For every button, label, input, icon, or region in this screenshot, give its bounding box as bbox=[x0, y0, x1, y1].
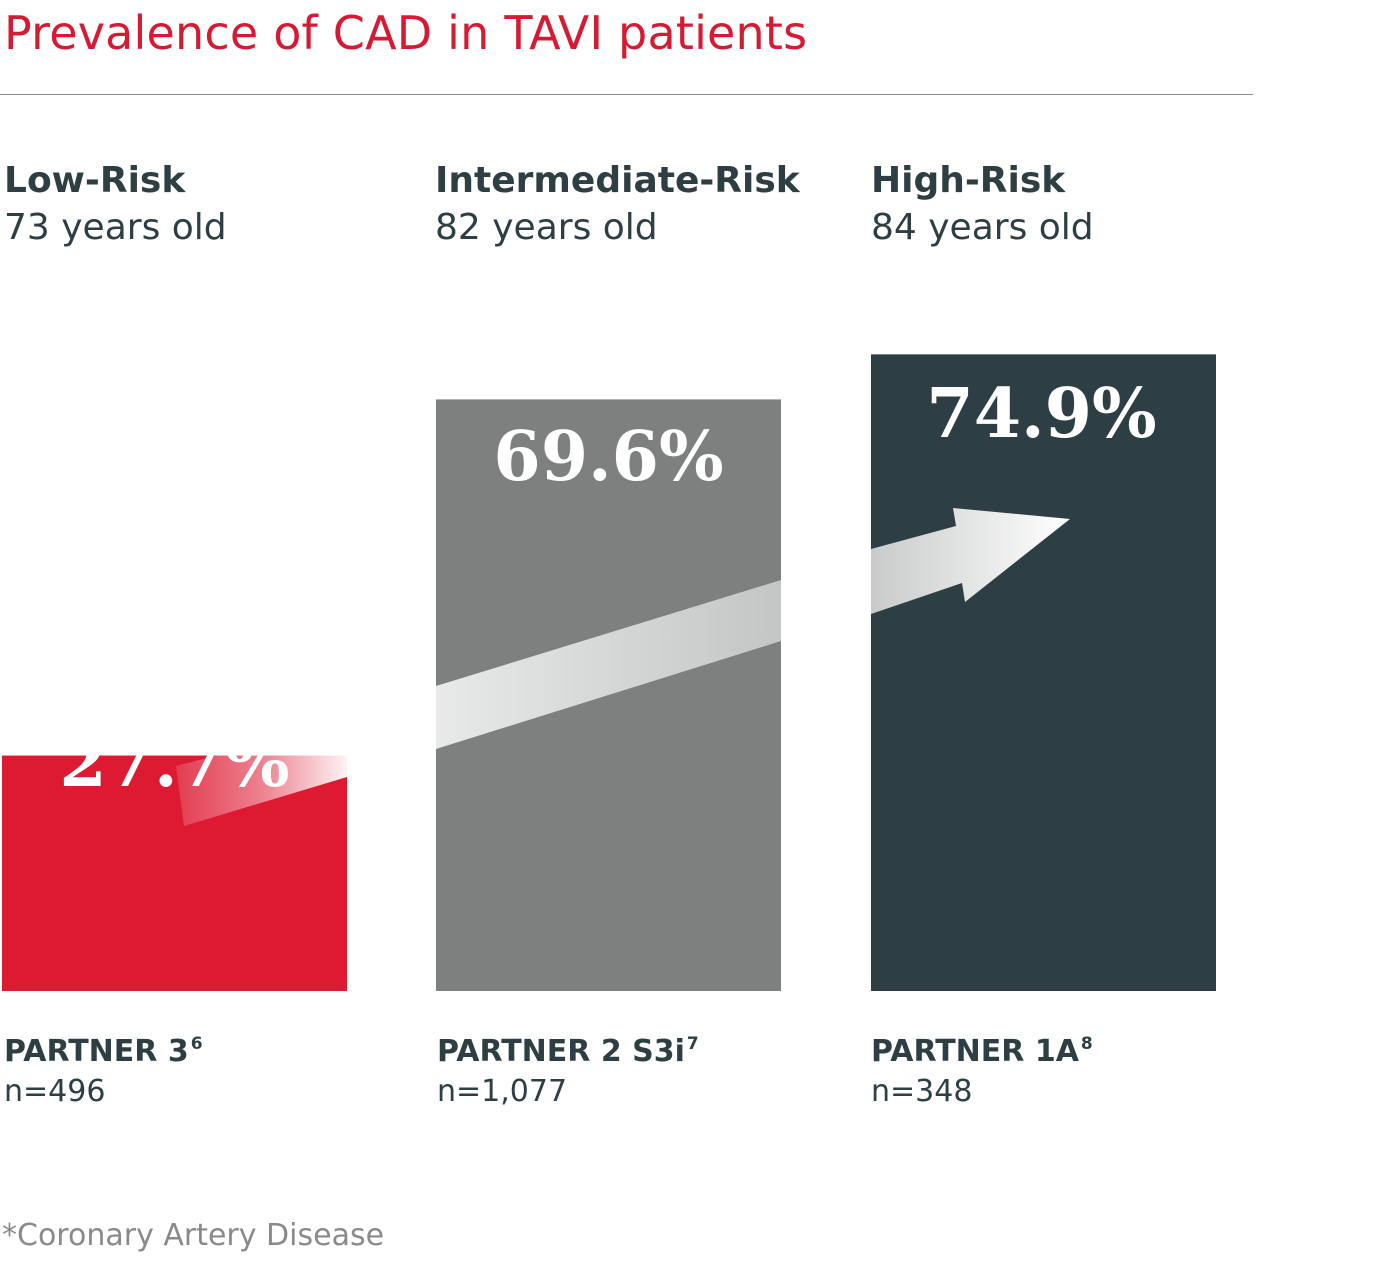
age-label: 84 years old bbox=[871, 207, 1094, 248]
value-label: 27.7% bbox=[59, 723, 289, 803]
group-header-low: Low-Risk 73 years old bbox=[4, 158, 227, 252]
bar-low-risk bbox=[2, 755, 347, 991]
risk-label: Low-Risk bbox=[4, 160, 186, 201]
group-header-intermediate: Intermediate-Risk 82 years old bbox=[435, 158, 800, 252]
trend-arrow-segment bbox=[436, 580, 781, 749]
trial-reference: 7 bbox=[686, 1034, 699, 1054]
trial-name: PARTNER 2 S3i 7 bbox=[437, 1034, 699, 1069]
trial-reference: 8 bbox=[1080, 1034, 1093, 1054]
risk-label: High-Risk bbox=[871, 160, 1066, 201]
value-label: 69.6% bbox=[493, 417, 723, 497]
footnote: *Coronary Artery Disease bbox=[2, 1218, 385, 1253]
trial-name: PARTNER 1A 8 bbox=[871, 1034, 1093, 1069]
group-footer-high: PARTNER 1A 8 n=348 bbox=[871, 1024, 1093, 1112]
risk-label: Intermediate-Risk bbox=[435, 160, 800, 201]
sample-size: n=348 bbox=[871, 1074, 973, 1109]
trial-reference: 6 bbox=[190, 1034, 203, 1054]
group-footer-intermediate: PARTNER 2 S3i 7 n=1,077 bbox=[437, 1024, 699, 1112]
age-label: 82 years old bbox=[435, 207, 658, 248]
group-header-high: High-Risk 84 years old bbox=[871, 158, 1094, 252]
bar-high-risk bbox=[871, 354, 1216, 992]
chart-title: Prevalence of CAD in TAVI patients bbox=[4, 6, 808, 60]
value-label: 74.9% bbox=[926, 374, 1156, 454]
age-label: 73 years old bbox=[4, 207, 227, 248]
sample-size: n=496 bbox=[4, 1074, 106, 1109]
trend-arrow-head bbox=[871, 508, 1070, 614]
sample-size: n=1,077 bbox=[437, 1074, 568, 1109]
title-divider bbox=[0, 94, 1253, 95]
trend-arrow-segment bbox=[176, 755, 347, 826]
